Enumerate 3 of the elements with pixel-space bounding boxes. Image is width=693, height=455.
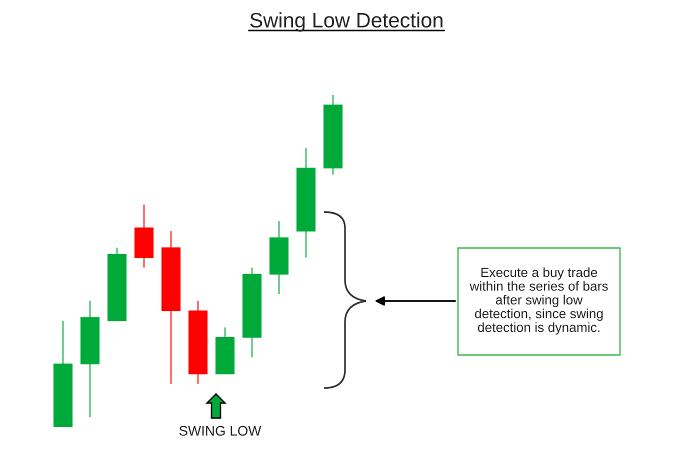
chart-title: Swing Low Detection (250, 12, 442, 32)
text: Execute a buy trade within the series of bars after swing low detection, since swing detection is dynamic. (470, 267, 608, 335)
annotation: SWING LOW (179, 426, 262, 436)
